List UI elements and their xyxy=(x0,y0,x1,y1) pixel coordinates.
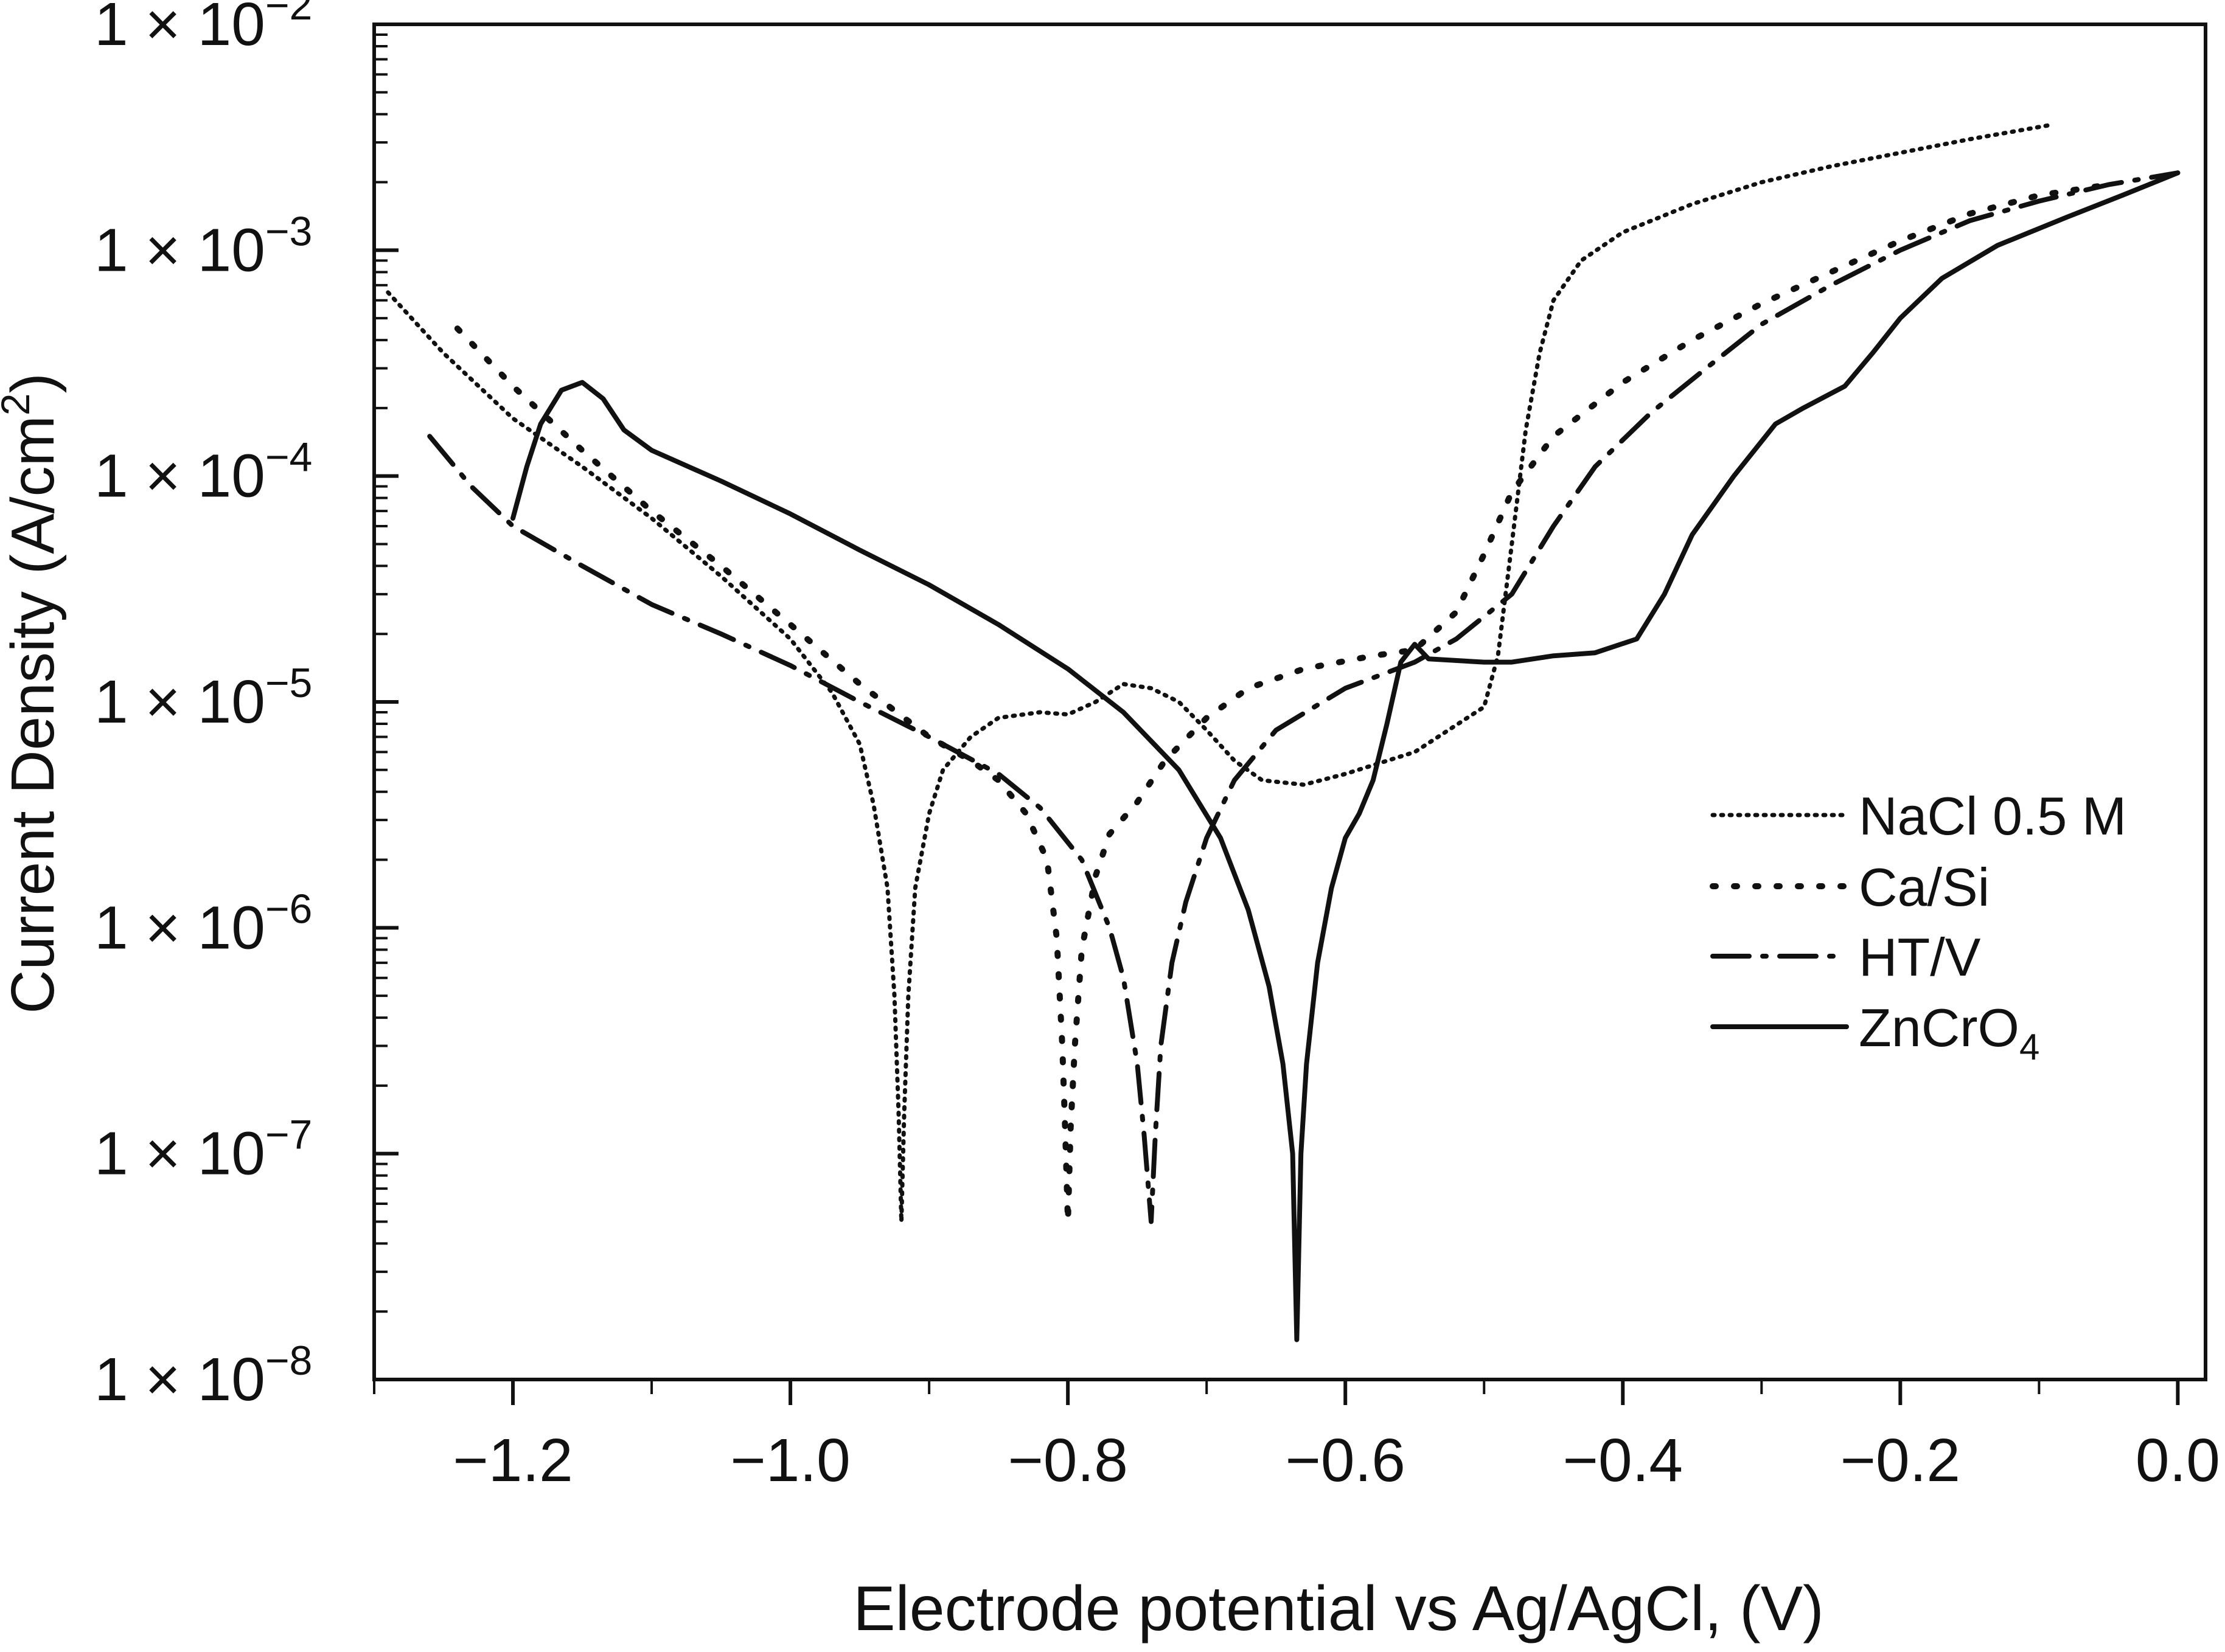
y-tick-label: 1 × 10−2 xyxy=(94,0,312,58)
x-tick-label: −0.8 xyxy=(1008,1426,1127,1494)
y-tick-base: 1 × 10 xyxy=(94,1345,265,1414)
x-tick-label: −0.4 xyxy=(1563,1426,1683,1494)
series-layer xyxy=(386,122,2181,1342)
y-tick-label: 1 × 10−3 xyxy=(94,208,312,284)
legend-label-main: NaCl 0.5 M xyxy=(1859,786,2126,846)
series-line-ca-si xyxy=(454,181,2112,1225)
y-tick-label: 1 × 10−7 xyxy=(94,1112,312,1188)
legend-label-subscript: 4 xyxy=(2019,1027,2039,1067)
x-axis-title: Electrode potential vs Ag/AgCl, (V) xyxy=(853,1574,1823,1644)
y-tick-base: 1 × 10 xyxy=(94,442,265,510)
legend-label-ht-v: HT/V xyxy=(1859,927,1981,987)
y-tick-exponent: −5 xyxy=(265,660,313,706)
legend-label-main: HT/V xyxy=(1859,927,1981,987)
y-tick-label: 1 × 10−5 xyxy=(94,660,312,736)
series-line-nacl-0-5-m xyxy=(386,122,2055,1224)
y-tick-exponent: −4 xyxy=(265,434,313,481)
legend-label-ca-si: Ca/Si xyxy=(1859,857,1990,917)
y-tick-exponent: −8 xyxy=(265,1338,313,1384)
legend-label-main: ZnCrO xyxy=(1859,998,2019,1058)
legend-label-zncro4: ZnCrO4 xyxy=(1859,998,2039,1067)
y-tick-exponent: −2 xyxy=(265,0,313,29)
legend-label-main: Ca/Si xyxy=(1859,857,1990,917)
series-line-zncro4 xyxy=(510,170,2181,1342)
y-axis-title-main: Current Density (A/cm xyxy=(0,415,67,1014)
x-tick-label: −0.6 xyxy=(1286,1426,1405,1494)
y-axis-title-end: ) xyxy=(0,373,67,393)
y-tick-base: 1 × 10 xyxy=(94,216,265,284)
series-line-ht-v xyxy=(427,170,2181,1224)
y-tick-label: 1 × 10−8 xyxy=(94,1338,312,1414)
x-tick-label: 0.0 xyxy=(2136,1426,2220,1494)
legend-layer: NaCl 0.5 M Ca/Si HT/V ZnCrO4 xyxy=(1710,786,2126,1067)
y-tick-label: 1 × 10−6 xyxy=(94,886,312,962)
x-tick-label: −1.2 xyxy=(453,1426,573,1494)
y-tick-base: 1 × 10 xyxy=(94,894,265,962)
y-tick-label: 1 × 10−4 xyxy=(94,434,312,510)
y-tick-exponent: −6 xyxy=(265,886,313,932)
y-axis-title-sup: 2 xyxy=(0,394,38,416)
y-tick-exponent: −3 xyxy=(265,208,313,254)
y-tick-base: 1 × 10 xyxy=(94,0,265,58)
legend-label-nacl-0-5-m: NaCl 0.5 M xyxy=(1859,786,2126,846)
y-axis-title: Current Density (A/cm2) xyxy=(0,373,67,1014)
y-tick-exponent: −7 xyxy=(265,1112,313,1158)
x-tick-label: −1.0 xyxy=(730,1426,850,1494)
tick-layer xyxy=(373,23,2180,1405)
y-tick-base: 1 × 10 xyxy=(94,1120,265,1188)
x-tick-label: −0.2 xyxy=(1840,1426,1960,1494)
y-tick-base: 1 × 10 xyxy=(94,668,265,736)
